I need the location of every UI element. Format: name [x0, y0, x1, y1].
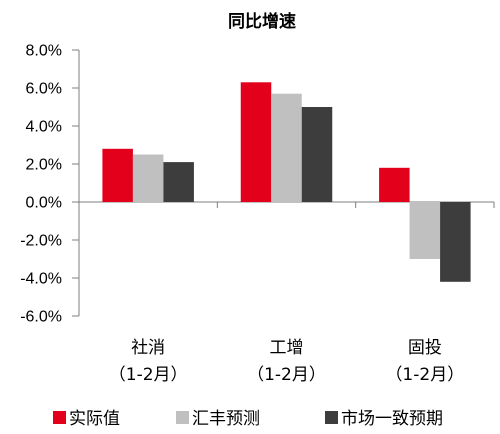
bar: [301, 107, 333, 202]
legend-label: 汇丰预测: [192, 409, 260, 429]
category-label: 社消: [131, 338, 165, 358]
y-tick-label: -2.0%: [20, 233, 62, 250]
y-tick-label: -6.0%: [20, 309, 62, 326]
y-tick-label: 6.0%: [26, 81, 62, 98]
y-tick-label: -4.0%: [20, 271, 62, 288]
category-labels: 社消 （1-2月） 工增 （1-2月） 固投 （1-2月）: [109, 338, 464, 385]
bar: [440, 202, 471, 282]
y-tick-label: 4.0%: [26, 119, 62, 136]
bar: [132, 154, 164, 202]
category-sublabel: （1-2月）: [385, 365, 464, 385]
y-axis-ticks: 8.0% 6.0% 4.0% 2.0% 0.0% -2.0% -4.0% -6.0%: [20, 43, 79, 326]
y-tick-label: 0.0%: [26, 195, 62, 212]
category-sublabel: （1-2月）: [109, 365, 188, 385]
category-sublabel: （1-2月）: [247, 365, 326, 385]
legend-swatch: [176, 411, 189, 424]
y-tick-label: 2.0%: [26, 157, 62, 174]
bars: [102, 82, 471, 282]
legend-swatch: [53, 411, 66, 424]
bar: [271, 93, 302, 202]
y-tick-label: 8.0%: [26, 43, 62, 60]
legend-label: 市场一致预期: [341, 409, 443, 429]
bar: [102, 148, 133, 202]
category-label: 工增: [270, 338, 304, 358]
bar: [163, 162, 194, 202]
legend-label: 实际值: [69, 409, 120, 429]
legend: 实际值 汇丰预测 市场一致预期: [53, 409, 443, 429]
chart-title: 同比增速: [228, 11, 296, 32]
legend-swatch: [325, 411, 338, 424]
bar: [409, 202, 441, 259]
bar: [379, 167, 410, 202]
bar: [240, 82, 272, 202]
category-label: 固投: [408, 338, 442, 358]
